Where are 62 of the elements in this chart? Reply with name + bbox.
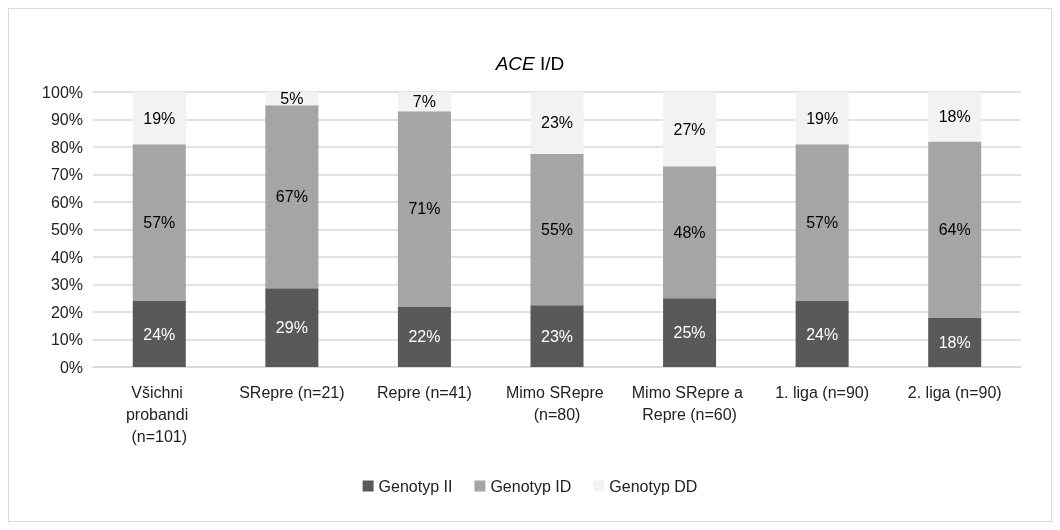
- bar: [397, 306, 451, 367]
- data-label: 22%: [408, 328, 441, 346]
- data-label: 23%: [540, 114, 574, 132]
- bar: [530, 305, 584, 367]
- bar: [663, 298, 717, 367]
- x-tick-label: SRepre (n=21): [239, 383, 345, 401]
- data-label: 19%: [806, 109, 839, 127]
- y-tick-label: 0%: [59, 358, 83, 376]
- y-tick-label: 20%: [50, 303, 83, 321]
- data-label: 5%: [280, 90, 304, 108]
- legend-label: Genotyp ID: [490, 477, 572, 495]
- bar: [663, 92, 717, 167]
- y-tick-label: 60%: [50, 193, 83, 211]
- bar: [663, 166, 717, 299]
- y-tick-label: 90%: [50, 111, 83, 128]
- bar: [795, 301, 849, 367]
- bar: [530, 153, 584, 306]
- legend-label: Genotyp II: [378, 477, 453, 495]
- data-label: 7%: [412, 93, 436, 111]
- data-label: 18%: [938, 333, 971, 351]
- data-label: 29%: [275, 319, 308, 337]
- x-tick-label: Mimo SRepre a Repre (n=60): [631, 383, 748, 423]
- data-label: 57%: [806, 214, 839, 232]
- data-label: 48%: [673, 223, 706, 241]
- data-label: 19%: [143, 109, 176, 127]
- bar: [132, 301, 186, 367]
- data-label: 71%: [408, 200, 441, 218]
- data-label: 67%: [275, 188, 308, 206]
- data-label: 25%: [673, 324, 706, 342]
- bar: [530, 92, 584, 154]
- bar: [928, 92, 982, 142]
- data-label: 24%: [806, 325, 839, 343]
- bar: [265, 288, 319, 367]
- chart-title: ACE I/D: [494, 53, 565, 74]
- data-label: 24%: [143, 325, 176, 343]
- bar: [928, 141, 982, 318]
- bar: [397, 111, 451, 307]
- x-tick-label: 2. liga (n=90): [907, 383, 1002, 401]
- data-label: 57%: [143, 214, 176, 232]
- bar: [265, 105, 319, 289]
- data-label: 23%: [540, 327, 574, 345]
- y-tick-label: 40%: [50, 248, 83, 266]
- data-label: 64%: [938, 221, 971, 238]
- x-tick-label: Repre (n=41): [377, 383, 472, 401]
- bar: [132, 144, 186, 301]
- legend-label: Genotyp DD: [609, 477, 698, 495]
- bar: [795, 144, 849, 301]
- bar: [795, 92, 849, 145]
- y-tick-label: 100%: [42, 83, 83, 101]
- data-label: 27%: [673, 120, 706, 138]
- x-tick-label: 1. liga (n=90): [775, 383, 870, 401]
- x-tick-label: Všichni probandi (n=101): [125, 383, 193, 445]
- data-label: 55%: [540, 221, 574, 238]
- y-tick-label: 50%: [50, 221, 83, 238]
- bar: [132, 92, 186, 145]
- y-tick-label: 30%: [50, 276, 83, 293]
- y-tick-label: 70%: [50, 166, 83, 183]
- y-tick-label: 10%: [50, 331, 83, 348]
- x-tick-label: Mimo SRepre (n=80): [505, 383, 609, 423]
- y-tick-label: 80%: [50, 138, 83, 156]
- data-label: 18%: [938, 108, 971, 126]
- bar: [928, 317, 982, 367]
